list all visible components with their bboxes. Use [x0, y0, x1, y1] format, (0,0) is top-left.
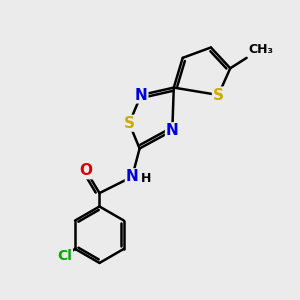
Text: N: N — [126, 169, 139, 184]
Text: S: S — [124, 116, 135, 131]
Text: Cl: Cl — [57, 249, 72, 263]
Text: CH₃: CH₃ — [248, 44, 273, 56]
Text: O: O — [80, 163, 93, 178]
Text: N: N — [135, 88, 148, 103]
Text: N: N — [166, 123, 179, 138]
Text: H: H — [140, 172, 151, 185]
Text: S: S — [213, 88, 224, 103]
